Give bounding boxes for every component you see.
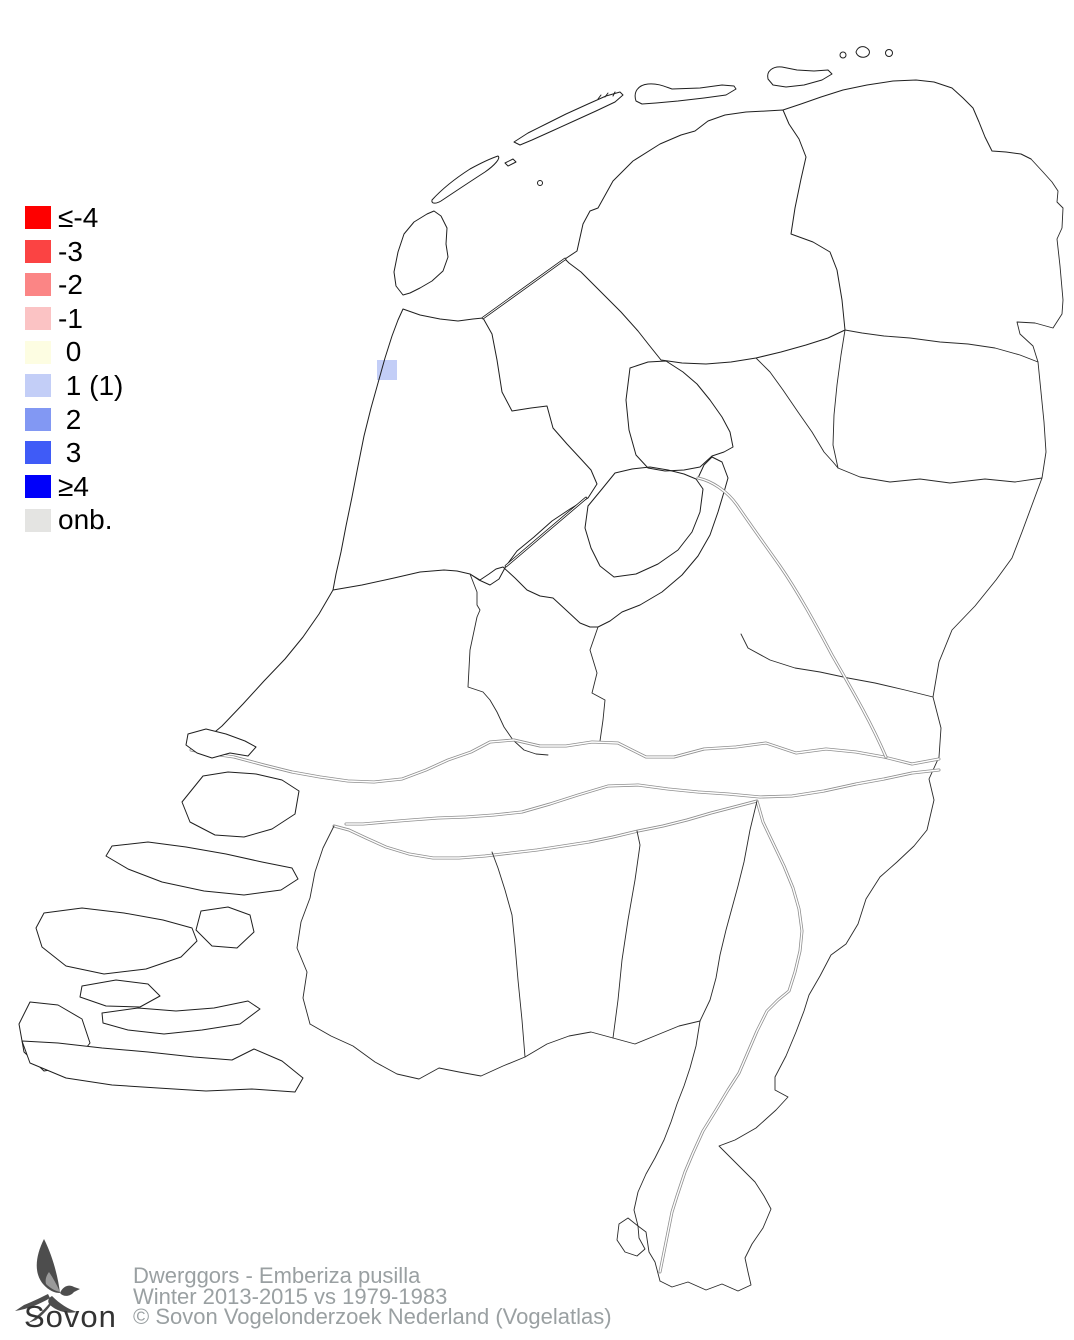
- legend-swatch: [25, 206, 51, 230]
- legend-swatch: [25, 273, 51, 297]
- coastline-veluwe-randmeren: [469, 456, 729, 628]
- legend-label: -3: [58, 235, 83, 267]
- island-texel: [393, 210, 449, 296]
- border-limburg-west: [633, 1020, 701, 1282]
- island-schiermonnikoog: [767, 66, 833, 88]
- border-friesland-overijssel: [755, 357, 839, 469]
- border-overijssel-gelderland: [740, 633, 934, 698]
- border-belgian-enclave: [616, 1217, 646, 1257]
- legend-item: ≤-4: [25, 201, 123, 235]
- legend-item: ≥4: [25, 470, 123, 504]
- legend-label: 3: [58, 437, 82, 469]
- coastline-noord-holland: [332, 308, 598, 591]
- copyright-line: © Sovon Vogelonderzoek Nederland (Vogela…: [133, 1304, 612, 1330]
- border-holland-utrecht: [467, 573, 549, 756]
- houtribdijk-core: [505, 497, 587, 567]
- legend-item: onb.: [25, 503, 123, 537]
- island-maasvlakte: [185, 728, 257, 759]
- border-brabant-belgium: [309, 1020, 701, 1080]
- island-noord-beveland: [79, 979, 161, 1008]
- legend-item: -2: [25, 268, 123, 302]
- coastline-groningen: [782, 79, 1032, 160]
- afsluitdijk-core: [482, 258, 566, 319]
- legend-item: 1 (1): [25, 369, 123, 403]
- map-attribution: Dwerggors - Emberiza pusilla Winter 2013…: [133, 1263, 612, 1330]
- border-brabant-limburg: [699, 800, 758, 1022]
- legend: ≤-4 -3 -2 -1 0 1 (1) 2 3 ≥4 onb.: [25, 201, 123, 537]
- legend-swatch: [25, 374, 51, 398]
- border-drenthe-overijssel: [837, 467, 1043, 484]
- legend-swatch: [25, 407, 51, 431]
- island-simonszand: [885, 49, 893, 57]
- border-germany-belgium-east: [659, 158, 1064, 1292]
- legend-item: -3: [25, 235, 123, 269]
- island-rottumerplaat: [839, 51, 847, 59]
- island-zuid-beveland: [101, 1000, 261, 1035]
- legend-swatch: [25, 307, 51, 331]
- legend-label: 0: [58, 336, 82, 368]
- coastline-friesland: [564, 109, 846, 365]
- map-cell-value-1: [377, 360, 397, 380]
- legend-swatch: [25, 508, 51, 532]
- river-ijssel: [696, 476, 888, 759]
- legend-label: 1 (1): [58, 369, 124, 401]
- border-groningen-drenthe: [844, 329, 1039, 363]
- border-brabant-west: [296, 825, 335, 1025]
- island-schouwen-duiveland: [35, 907, 198, 975]
- legend-item: 2: [25, 403, 123, 437]
- island-tholen: [195, 906, 255, 949]
- legend-label: -2: [58, 269, 83, 301]
- border-brabant-district-west: [491, 851, 526, 1058]
- polder-noordoostpolder: [625, 360, 734, 472]
- polder-flevopolder: [584, 466, 704, 578]
- coastline-zuid-holland: [190, 589, 334, 750]
- island-griend: [537, 180, 543, 186]
- sovon-wordmark: Sovon: [24, 1299, 117, 1334]
- legend-label: 2: [58, 403, 82, 435]
- legend-label: onb.: [58, 504, 113, 536]
- legend-item: 0: [25, 335, 123, 369]
- legend-swatch: [25, 475, 51, 499]
- legend-label: ≥4: [58, 470, 89, 502]
- border-brabant-district-east: [612, 830, 641, 1039]
- period-subtitle: Winter 2013-2015 vs 1979-1983: [133, 1283, 448, 1309]
- river-rijn-lek: [189, 738, 941, 784]
- island-richel: [504, 158, 517, 167]
- island-terschelling: [513, 91, 624, 146]
- legend-label: ≤-4: [58, 202, 99, 233]
- sovon-logo: [15, 1239, 80, 1323]
- island-goeree-overflakkee: [105, 841, 299, 896]
- legend-swatch: [25, 441, 51, 465]
- border-utrecht-gelderland: [589, 626, 606, 742]
- legend-label: -1: [58, 302, 83, 334]
- legend-item: -1: [25, 302, 123, 336]
- island-voorne-putten: [181, 771, 300, 838]
- swallow-icon: [15, 1239, 80, 1323]
- legend-swatch: [25, 239, 51, 263]
- river-maas: [332, 799, 804, 1274]
- species-title: Dwerggors - Emberiza pusilla: [133, 1263, 421, 1288]
- island-ameland: [634, 83, 737, 105]
- river-waal: [344, 768, 941, 826]
- border-friesland-drenthe: [832, 329, 846, 469]
- region-zeeuws-vlaanderen: [21, 1040, 304, 1093]
- legend-swatch: [25, 340, 51, 364]
- terschelling-dune-marks: [597, 91, 616, 100]
- legend-item: 3: [25, 436, 123, 470]
- island-vlieland: [431, 155, 500, 204]
- island-rottumeroog: [855, 46, 870, 58]
